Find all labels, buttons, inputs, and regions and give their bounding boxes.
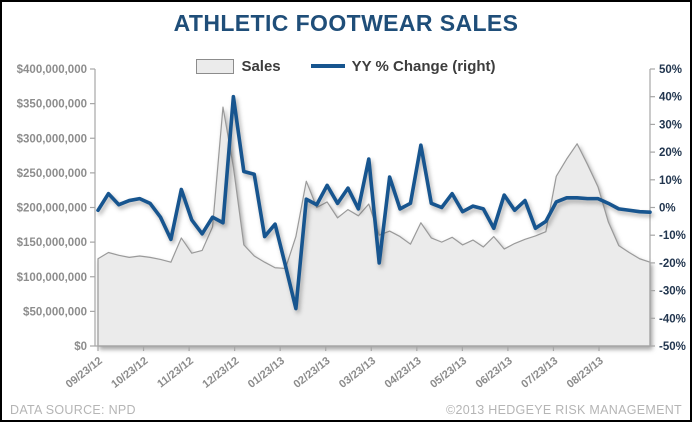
x-axis-label: 04/23/13 — [383, 355, 424, 391]
left-axis-label: $50,000,000 — [23, 306, 87, 318]
left-axis-label: $300,000,000 — [17, 133, 87, 145]
right-axis-label: -40% — [659, 313, 686, 325]
x-axis-label: 12/23/12 — [200, 355, 241, 391]
x-axis-label: 11/23/12 — [155, 355, 196, 390]
yy-line-swatch-icon — [310, 64, 345, 68]
right-axis-label: 10% — [659, 175, 682, 187]
x-axis-label: 09/23/12 — [64, 355, 105, 391]
x-axis-label: 07/23/13 — [519, 355, 560, 391]
left-axis-label: $100,000,000 — [17, 272, 87, 284]
x-axis-label: 08/23/13 — [565, 355, 606, 391]
chart-title: ATHLETIC FOOTWEAR SALES — [173, 10, 519, 36]
sales-area-swatch-icon — [196, 58, 235, 74]
right-axis-label: -50% — [659, 341, 686, 353]
left-axis-label: $150,000,000 — [17, 237, 87, 249]
legend-sales-label: Sales — [241, 57, 281, 75]
x-axis-label: 06/23/13 — [474, 355, 515, 391]
x-axis-label: 02/23/13 — [291, 355, 332, 391]
footer-bar: DATA SOURCE: NPD ©2013 HEDGEYE RISK MANA… — [2, 403, 690, 417]
x-axis-label: 03/23/13 — [337, 355, 378, 391]
x-axis-label: 05/23/13 — [428, 355, 469, 391]
left-axis-label: $250,000,000 — [17, 168, 87, 180]
copyright-label: ©2013 HEDGEYE RISK MANAGEMENT — [445, 403, 682, 417]
legend-item-sales: Sales — [196, 57, 281, 75]
data-source-label: DATA SOURCE: NPD — [10, 403, 136, 417]
legend: Sales YY % Change (right) — [2, 54, 690, 78]
x-axis-label: 10/23/12 — [109, 355, 150, 391]
yy-change-line-series — [96, 94, 652, 311]
right-axis-label: 20% — [659, 147, 682, 159]
right-axis-label: -30% — [659, 286, 686, 298]
left-axis-label: $400,000,000 — [17, 64, 87, 76]
right-axis-label: 30% — [659, 119, 682, 131]
left-axis-label: $200,000,000 — [17, 203, 87, 215]
legend-item-yy-change: YY % Change (right) — [310, 57, 496, 75]
right-axis-label: 40% — [659, 92, 682, 104]
right-axis-label: 50% — [659, 64, 682, 76]
right-axis-label: -10% — [659, 230, 686, 242]
legend-yy-label: YY % Change (right) — [351, 57, 496, 75]
left-axis-label: $350,000,000 — [17, 99, 87, 111]
left-axis-label: $0 — [74, 341, 87, 353]
x-axis-label: 01/23/13 — [246, 355, 287, 391]
right-axis-label: 0% — [659, 203, 676, 215]
right-axis-label: -20% — [659, 258, 686, 270]
